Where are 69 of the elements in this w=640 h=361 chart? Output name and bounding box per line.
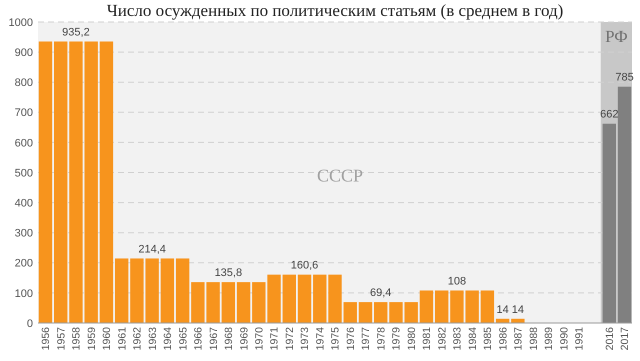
bar (313, 274, 326, 323)
y-tick-label: 200 (14, 258, 33, 270)
bar (358, 302, 372, 323)
y-tick-label: 400 (14, 197, 33, 210)
y-tick-label: 500 (14, 167, 33, 180)
y-tick-label: 700 (14, 107, 33, 120)
x-tick-label: 1973 (299, 326, 312, 350)
x-tick-label: 1977 (360, 326, 372, 350)
y-tick-label: 100 (14, 288, 33, 300)
x-tick-label: 1968 (223, 326, 236, 350)
annotation: СССР (316, 166, 364, 186)
data-label: 108 (448, 275, 466, 288)
x-tick-label: 1985 (482, 326, 494, 350)
x-tick-label: 1975 (330, 326, 342, 350)
x-tick-label: 1959 (86, 326, 98, 350)
x-tick-label: 1987 (512, 326, 525, 350)
x-tick-label: 1974 (314, 326, 326, 350)
x-tick-label: 1970 (253, 326, 266, 350)
x-tick-label: 1980 (406, 326, 418, 350)
bar (328, 274, 342, 323)
chart-title: Число осужденных по политическим статьям (в среднем в год) (106, 1, 564, 20)
data-label: 14 (512, 304, 524, 316)
y-tick-label: 300 (14, 228, 33, 240)
data-label: 135,8 (214, 267, 242, 280)
bar (344, 302, 357, 323)
x-tick-label: 1956 (40, 326, 52, 350)
x-tick-label: 1969 (238, 326, 250, 350)
data-label: 785 (615, 72, 634, 84)
bar (298, 274, 312, 323)
x-tick-label: 1988 (528, 326, 540, 350)
x-tick-label: 1990 (558, 326, 570, 350)
x-tick-label: 1976 (344, 326, 357, 350)
band-label: РФ (605, 27, 628, 46)
x-tick-label: 1991 (573, 326, 586, 350)
x-tick-label: 1984 (466, 326, 479, 350)
data-label: 935,2 (62, 26, 90, 39)
x-tick-label: 1989 (543, 326, 556, 350)
data-label: 214,4 (138, 243, 166, 256)
x-tick-label: 2016 (604, 326, 616, 350)
y-tick-label: 1000 (8, 16, 33, 29)
y-tick-label: 0 (26, 318, 33, 330)
data-label: 160,6 (290, 260, 318, 272)
x-tick-label: 1966 (192, 326, 205, 350)
x-tick-label: 1964 (162, 326, 174, 350)
x-tick-label: 1986 (497, 326, 510, 350)
y-tick-label: 900 (14, 46, 33, 59)
x-tick-label: 1978 (375, 326, 388, 350)
x-tick-label: 1962 (132, 326, 144, 350)
bar (38, 42, 52, 323)
x-tick-label: 1965 (177, 326, 190, 350)
x-tick-label: 1961 (116, 326, 128, 350)
bar (602, 124, 616, 323)
y-tick-label: 800 (14, 77, 33, 90)
data-label: 69,4 (370, 287, 392, 300)
data-label: 14 (496, 304, 509, 316)
x-tick-label: 1960 (101, 326, 114, 350)
x-tick-label: 1983 (452, 326, 464, 350)
x-tick-label: 1971 (268, 326, 281, 350)
x-tick-label: 1958 (70, 326, 83, 350)
x-tick-label: 1957 (55, 326, 68, 350)
x-tick-label: 1979 (390, 326, 403, 350)
y-tick-label: 600 (14, 137, 33, 150)
x-tick-label: 1982 (436, 326, 448, 350)
x-tick-label: 1981 (421, 326, 434, 350)
x-tick-label: 1972 (284, 326, 296, 350)
x-tick-label: 2017 (619, 326, 632, 350)
data-label: 662 (600, 108, 618, 121)
x-tick-label: 1967 (208, 326, 220, 350)
x-tick-label: 1963 (146, 326, 159, 350)
